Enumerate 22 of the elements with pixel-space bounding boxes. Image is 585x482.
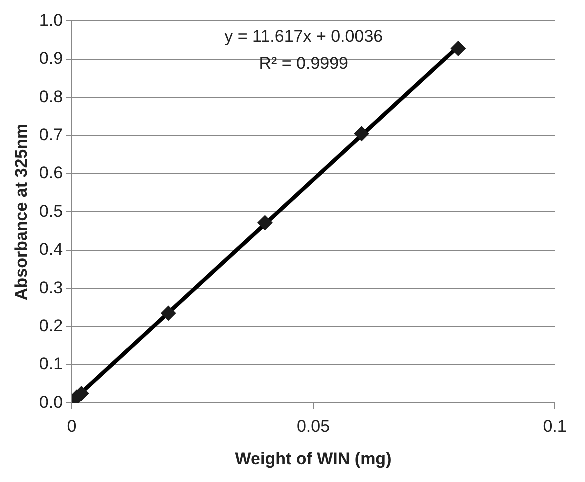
x-tick-label: 0.05 (296, 417, 330, 436)
y-tick-label: 0.9 (39, 49, 64, 68)
x-axis-title: Weight of WIN (mg) (235, 449, 392, 468)
y-tick-label: 0.8 (39, 87, 64, 106)
y-tick-label: 0.3 (39, 278, 64, 298)
y-tick-label: 1.0 (39, 10, 64, 30)
x-tick-label: 0.1 (543, 417, 567, 436)
x-tick-label: 0 (67, 417, 77, 436)
y-tick-label: 0.4 (39, 240, 64, 260)
point (354, 126, 370, 142)
y-tick-label: 0.5 (39, 202, 64, 221)
y-axis-title: Absorbance at 325nm (12, 124, 31, 301)
point (450, 41, 466, 56)
y-tick-label: 0.6 (39, 164, 64, 183)
annotation: y = 11.617x + 0.0036 (224, 26, 384, 46)
point (258, 215, 273, 230)
y-tick-label: 0.7 (39, 125, 64, 144)
y-tick-label: 0.2 (39, 316, 64, 336)
annotation: R² = 0.9999 (259, 54, 349, 73)
point (161, 306, 176, 321)
y-tick-label: 0.1 (39, 354, 64, 374)
y-tick-label: 0.0 (39, 392, 64, 412)
